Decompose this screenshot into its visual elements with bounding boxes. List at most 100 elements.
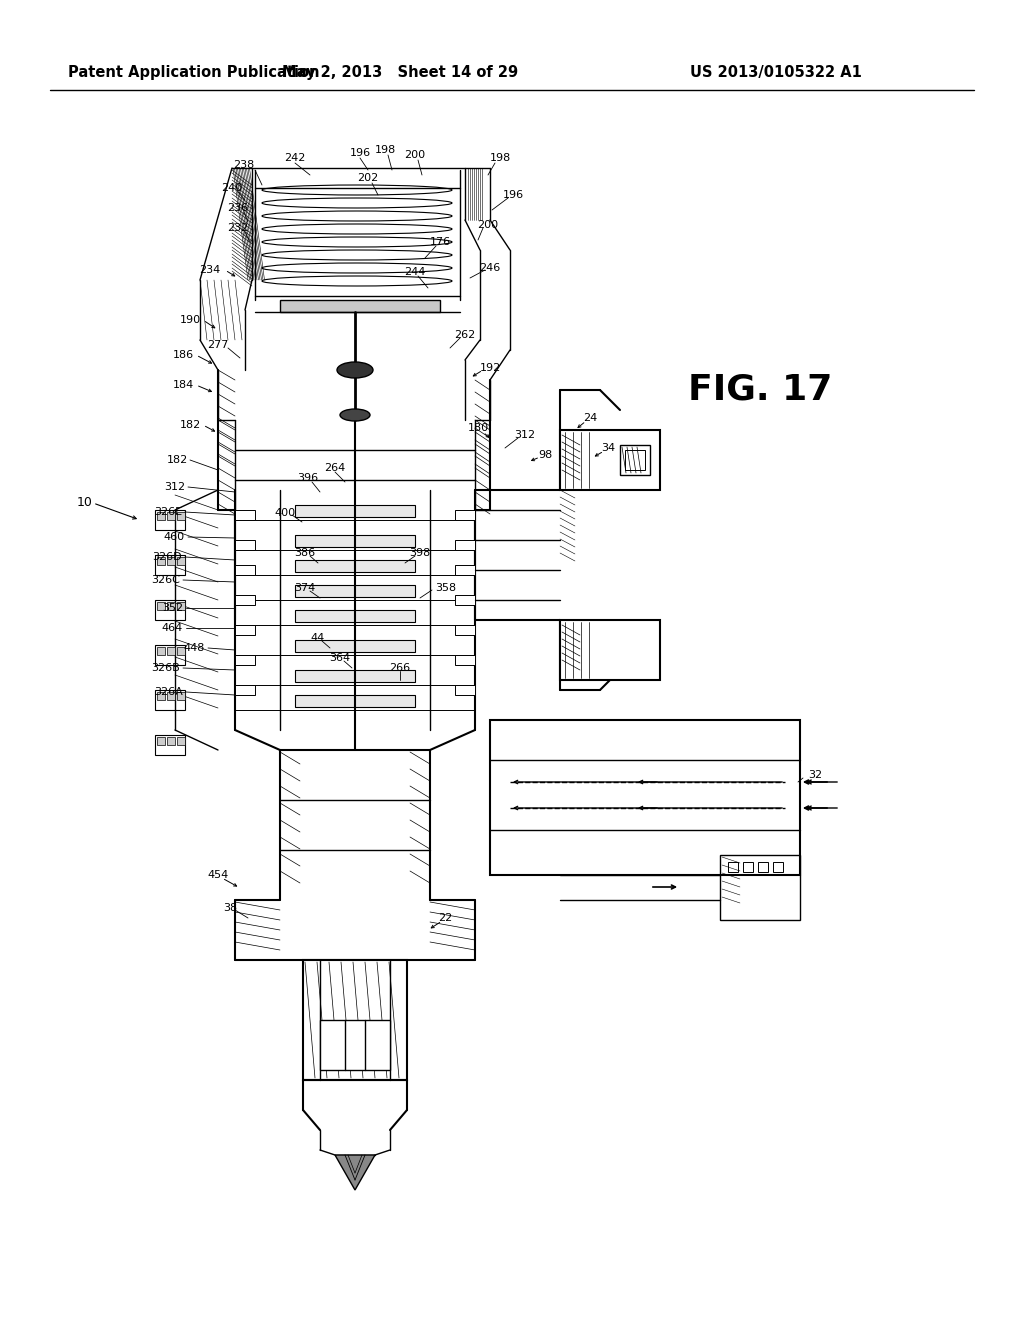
Text: 234: 234 <box>200 265 220 275</box>
Text: FIG. 17: FIG. 17 <box>688 374 833 407</box>
Text: 264: 264 <box>325 463 346 473</box>
Bar <box>743 862 753 873</box>
Bar <box>295 585 415 597</box>
Bar <box>455 685 475 696</box>
Bar <box>758 862 768 873</box>
Text: 196: 196 <box>503 190 523 201</box>
Bar <box>280 300 440 312</box>
Bar <box>234 565 255 576</box>
Bar <box>620 445 650 475</box>
Text: 240: 240 <box>221 183 243 193</box>
Bar <box>157 602 165 610</box>
Ellipse shape <box>340 409 370 421</box>
Text: 190: 190 <box>179 315 201 325</box>
Text: 34: 34 <box>601 444 615 453</box>
Text: 32: 32 <box>808 770 822 780</box>
Bar <box>295 610 415 622</box>
Bar <box>234 595 255 605</box>
Text: 38: 38 <box>223 903 238 913</box>
Text: 454: 454 <box>208 870 228 880</box>
Text: 44: 44 <box>311 634 326 643</box>
Bar <box>455 595 475 605</box>
Text: 312: 312 <box>164 482 185 492</box>
Bar <box>490 719 800 875</box>
Text: 180: 180 <box>467 422 488 433</box>
Text: 182: 182 <box>167 455 188 465</box>
Bar <box>157 557 165 565</box>
Bar <box>167 692 175 700</box>
Bar <box>157 692 165 700</box>
Bar <box>295 671 415 682</box>
Bar <box>295 506 415 517</box>
Bar <box>234 510 255 520</box>
Text: 358: 358 <box>435 583 456 593</box>
Bar <box>155 554 185 576</box>
Text: 386: 386 <box>295 548 315 558</box>
Bar <box>773 862 783 873</box>
Bar <box>157 647 165 655</box>
Text: 326D: 326D <box>153 552 182 562</box>
Bar <box>177 692 185 700</box>
Bar <box>455 624 475 635</box>
Text: 238: 238 <box>233 160 255 170</box>
Bar <box>234 655 255 665</box>
Text: May 2, 2013   Sheet 14 of 29: May 2, 2013 Sheet 14 of 29 <box>282 66 518 81</box>
Text: 184: 184 <box>172 380 194 389</box>
Bar <box>560 430 660 490</box>
Text: 24: 24 <box>583 413 597 422</box>
Bar <box>155 690 185 710</box>
Text: 398: 398 <box>410 548 431 558</box>
Text: 326A: 326A <box>155 686 183 697</box>
Bar <box>295 640 415 652</box>
Bar <box>167 557 175 565</box>
Text: 200: 200 <box>477 220 499 230</box>
Text: 198: 198 <box>489 153 511 162</box>
Bar <box>625 450 645 470</box>
Bar <box>319 1020 390 1071</box>
Text: 198: 198 <box>375 145 395 154</box>
Bar <box>295 560 415 572</box>
Bar <box>155 510 185 531</box>
Text: 326C: 326C <box>152 576 180 585</box>
Bar <box>177 647 185 655</box>
Text: 202: 202 <box>357 173 379 183</box>
Bar <box>728 862 738 873</box>
Text: 176: 176 <box>429 238 451 247</box>
Bar <box>234 685 255 696</box>
Bar <box>155 735 185 755</box>
Bar <box>157 512 165 520</box>
Text: 464: 464 <box>162 623 183 634</box>
Text: 244: 244 <box>404 267 426 277</box>
Ellipse shape <box>337 362 373 378</box>
Bar <box>167 737 175 744</box>
Bar <box>167 647 175 655</box>
Text: 400: 400 <box>274 508 296 517</box>
Text: 266: 266 <box>389 663 411 673</box>
Bar <box>234 624 255 635</box>
Text: 192: 192 <box>479 363 501 374</box>
Text: 242: 242 <box>285 153 306 162</box>
Bar <box>167 512 175 520</box>
Bar <box>234 540 255 550</box>
Bar <box>177 737 185 744</box>
Text: 236: 236 <box>227 203 249 213</box>
Text: 326B: 326B <box>152 663 180 673</box>
Bar <box>560 620 660 680</box>
Text: 246: 246 <box>479 263 501 273</box>
Text: 374: 374 <box>294 583 315 593</box>
Text: 326E: 326E <box>154 507 182 517</box>
Text: 196: 196 <box>349 148 371 158</box>
Text: 98: 98 <box>538 450 552 459</box>
Bar <box>720 855 800 920</box>
Bar <box>177 602 185 610</box>
Text: 448: 448 <box>183 643 205 653</box>
Text: US 2013/0105322 A1: US 2013/0105322 A1 <box>690 66 862 81</box>
Bar <box>295 535 415 546</box>
Text: 200: 200 <box>404 150 426 160</box>
Bar <box>177 557 185 565</box>
Bar <box>455 565 475 576</box>
Text: 364: 364 <box>330 653 350 663</box>
Bar <box>455 510 475 520</box>
Bar <box>155 601 185 620</box>
Text: 312: 312 <box>514 430 536 440</box>
